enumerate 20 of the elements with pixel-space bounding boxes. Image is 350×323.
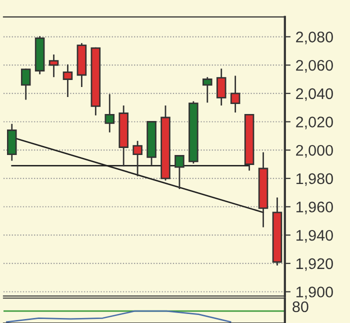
y-tick-label: 1,960 [296, 202, 333, 214]
y-tick-label: 1,940 [296, 230, 333, 243]
candlestick [216, 68, 226, 106]
y-tick-label: 2,080 [296, 32, 333, 44]
candlestick [62, 64, 73, 97]
y-tick-label: 1,980 [296, 173, 333, 186]
text: 80 [292, 301, 308, 312]
candlestick [230, 76, 240, 113]
y-tick-label: 2,060 [296, 60, 333, 73]
y-tick-label: 1,920 [296, 258, 333, 271]
candlestick [48, 54, 59, 78]
candlestick [104, 94, 115, 132]
y-tick-label: 2,000 [296, 144, 333, 158]
y-tick-label: 2,040 [296, 88, 333, 101]
candlestick [174, 155, 184, 190]
candlestick [202, 77, 212, 103]
candlestick [132, 140, 142, 176]
y-tick-label: 2,020 [296, 116, 333, 130]
candlestick [20, 68, 31, 100]
y-tick-label: 1,900 [296, 286, 333, 300]
